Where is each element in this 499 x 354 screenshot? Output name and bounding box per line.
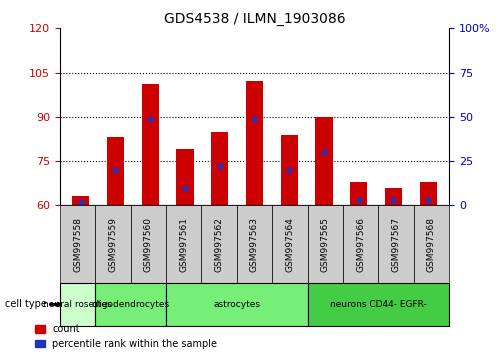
Text: GSM997568: GSM997568: [427, 217, 436, 272]
Text: GSM997563: GSM997563: [250, 217, 259, 272]
Bar: [246, 81, 263, 205]
Text: GSM997561: GSM997561: [179, 217, 188, 272]
Bar: [142, 84, 159, 205]
Text: GSM997566: GSM997566: [356, 217, 365, 272]
Text: GSM997565: GSM997565: [321, 217, 330, 272]
Text: GSM997558: GSM997558: [73, 217, 82, 272]
Text: GSM997562: GSM997562: [215, 217, 224, 272]
Text: oligodendrocytes: oligodendrocytes: [92, 300, 170, 309]
Text: astrocytes: astrocytes: [213, 300, 260, 309]
Text: GSM997560: GSM997560: [144, 217, 153, 272]
Legend: count, percentile rank within the sample: count, percentile rank within the sample: [35, 324, 217, 349]
Text: neural rosettes: neural rosettes: [43, 300, 112, 309]
Text: GSM997564: GSM997564: [285, 217, 294, 272]
Title: GDS4538 / ILMN_1903086: GDS4538 / ILMN_1903086: [164, 12, 345, 26]
Text: cell type: cell type: [5, 299, 47, 309]
Text: neurons CD44- EGFR-: neurons CD44- EGFR-: [330, 300, 427, 309]
Text: GSM997559: GSM997559: [108, 217, 117, 272]
Bar: [176, 149, 194, 205]
Text: GSM997567: GSM997567: [392, 217, 401, 272]
Bar: [280, 135, 298, 205]
Bar: [72, 196, 89, 205]
Bar: [211, 132, 229, 205]
Bar: [315, 117, 333, 205]
Bar: [385, 188, 402, 205]
Bar: [420, 182, 437, 205]
Bar: [107, 137, 124, 205]
Bar: [350, 182, 367, 205]
